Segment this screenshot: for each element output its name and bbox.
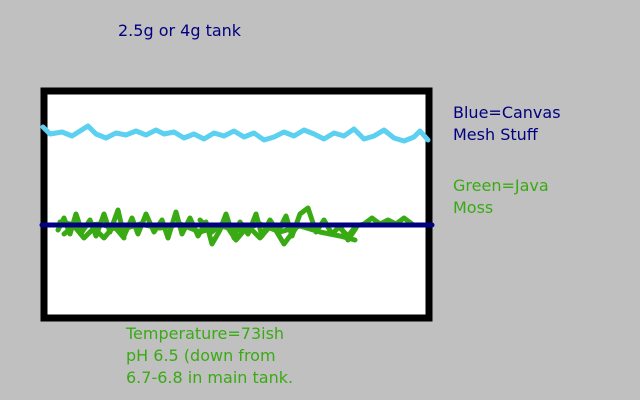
water-notes: Temperature=73ish pH 6.5 (down from 6.7-… [126, 323, 293, 389]
note-ph: pH 6.5 (down from [126, 346, 276, 365]
diagram-title: 2.5g or 4g tank [118, 21, 242, 40]
legend-green-line-1: Green=Java [453, 176, 549, 195]
tank-outline [40, 87, 433, 322]
canvas-mesh-line [40, 123, 431, 144]
legend-blue-label: Blue=Canvas Mesh Stuff [453, 102, 561, 146]
legend-green-label: Green=Java Moss [453, 175, 549, 219]
note-main-tank: 6.7-6.8 in main tank. [126, 368, 294, 387]
legend-blue-line-1: Blue=Canvas [453, 103, 561, 122]
legend-blue-line-2: Mesh Stuff [453, 125, 538, 144]
legend-green-line-2: Moss [453, 198, 494, 217]
note-temperature: Temperature=73ish [126, 324, 285, 343]
